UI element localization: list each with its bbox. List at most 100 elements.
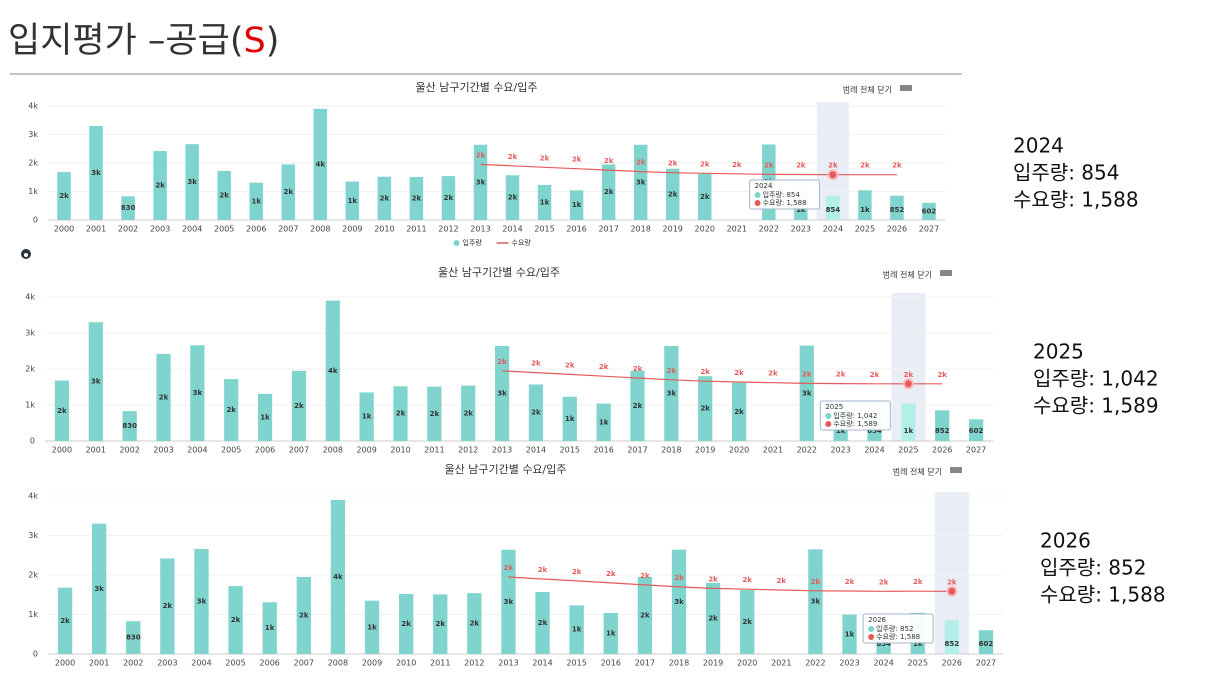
bar-label: 2k [60,617,70,625]
x-tick-label: 2019 [703,659,723,668]
x-tick-label: 2017 [635,659,655,668]
bar [217,170,231,220]
line-label: 2k [947,578,957,586]
tooltip-dot [825,421,832,427]
x-tick-label: 2008 [328,659,348,668]
tooltip-dot [868,634,875,640]
x-tick-label: 2005 [214,225,234,234]
bar-label: 4k [316,160,326,168]
title-part: ) [266,21,280,61]
legend-swatch [453,240,460,246]
bar-label: 1k [572,626,582,634]
bar [296,576,311,654]
x-tick-label: 2003 [157,659,177,668]
x-tick-label: 2000 [52,446,72,455]
y-tick-label: 4k [28,102,38,111]
line-label: 2k [860,162,870,170]
legend-toggle[interactable]: 범례 전체 닫기 [883,270,932,280]
bar [601,164,616,220]
note-line: 수요량: 1,588 [1013,188,1139,212]
bar [968,419,984,441]
bar-label: 854 [867,427,882,435]
bar [505,175,520,220]
x-tick-label: 2023 [830,446,850,455]
title-part: S [243,21,265,61]
x-tick-label: 2020 [737,659,757,668]
note-year: 2026 [1040,529,1091,553]
x-tick-label: 2009 [362,659,382,668]
bar-label: 852 [890,206,905,214]
bar-label: 2k [380,194,390,202]
line-label: 2k [777,577,787,585]
x-tick-label: 2007 [278,225,298,234]
y-tick-label: 4k [28,492,38,501]
bar-label: 1k [251,197,261,205]
bar-label: 2k [734,408,744,416]
bar-label: 2k [299,611,309,619]
tooltip-row: 수요량: 1,589 [833,420,877,428]
bar-label: 2k [59,192,69,200]
bar-label: 852 [945,640,960,648]
note-line: 입주량: 854 [1013,161,1119,185]
bar [705,582,721,654]
x-tick-label: 2018 [661,446,681,455]
tooltip-row: 수요량: 1,588 [876,633,920,641]
slide-title: 입지평가 –공급(S) [8,21,279,61]
x-tick-label: 2003 [153,446,173,455]
bar-label: 602 [979,640,994,648]
note-year: 2024 [1013,134,1064,158]
legend-toggle[interactable]: 범례 전체 닫기 [843,85,892,95]
bar-label: 2k [231,616,241,624]
bar [190,345,205,441]
line-label: 2k [674,574,684,582]
x-tick-label: 2009 [342,225,362,234]
bar [901,403,916,441]
bar-label: 4k [328,367,338,375]
legend-toggle[interactable]: 범례 전체 닫기 [893,467,942,477]
bar [528,384,544,441]
line-label: 2k [879,578,889,586]
line-label: 2k [540,154,550,162]
y-tick-label: 0 [30,437,35,446]
x-tick-label: 2002 [119,446,139,455]
x-tick-label: 2021 [727,225,747,234]
tooltip [862,613,934,644]
line-label: 2k [504,564,514,572]
bar-label: 1k [540,198,550,206]
x-tick-label: 2026 [932,446,952,455]
bar-label: 2k [435,620,445,628]
bar-label: 1k [260,413,270,421]
line-label: 2k [836,371,846,379]
bar [262,602,277,654]
x-tick-label: 2024 [873,659,893,668]
bar-label: 2k [742,618,752,626]
bar-label: 1k [796,206,806,214]
bar [249,182,263,220]
bar-label: 1k [362,413,372,421]
x-tick-label: 2002 [123,659,143,668]
bar-label: 2k [708,614,718,622]
bar-label: 2k [430,410,440,418]
bar-label: 3k [802,389,812,397]
demand-line [508,576,952,592]
bar-label: 830 [121,204,136,212]
x-tick-label: 2021 [771,659,791,668]
bar [671,549,687,654]
tooltip-dot [868,626,875,632]
line-label: 2k [937,371,947,379]
bar [562,396,577,441]
line-label: 2k [604,157,614,165]
bar [630,370,645,441]
bar-label: 3k [94,585,104,593]
bar [978,630,994,654]
x-tick-label: 2018 [669,659,689,668]
tooltip [749,179,821,210]
note-line: 입주량: 852 [1040,556,1146,580]
x-tick-label: 2011 [430,659,450,668]
line-label: 2k [476,151,486,159]
x-tick-label: 2009 [356,446,376,455]
bar [409,176,424,220]
bar [537,184,552,220]
line-label: 2k [508,153,518,161]
legend-label: 수요량 [512,239,532,247]
